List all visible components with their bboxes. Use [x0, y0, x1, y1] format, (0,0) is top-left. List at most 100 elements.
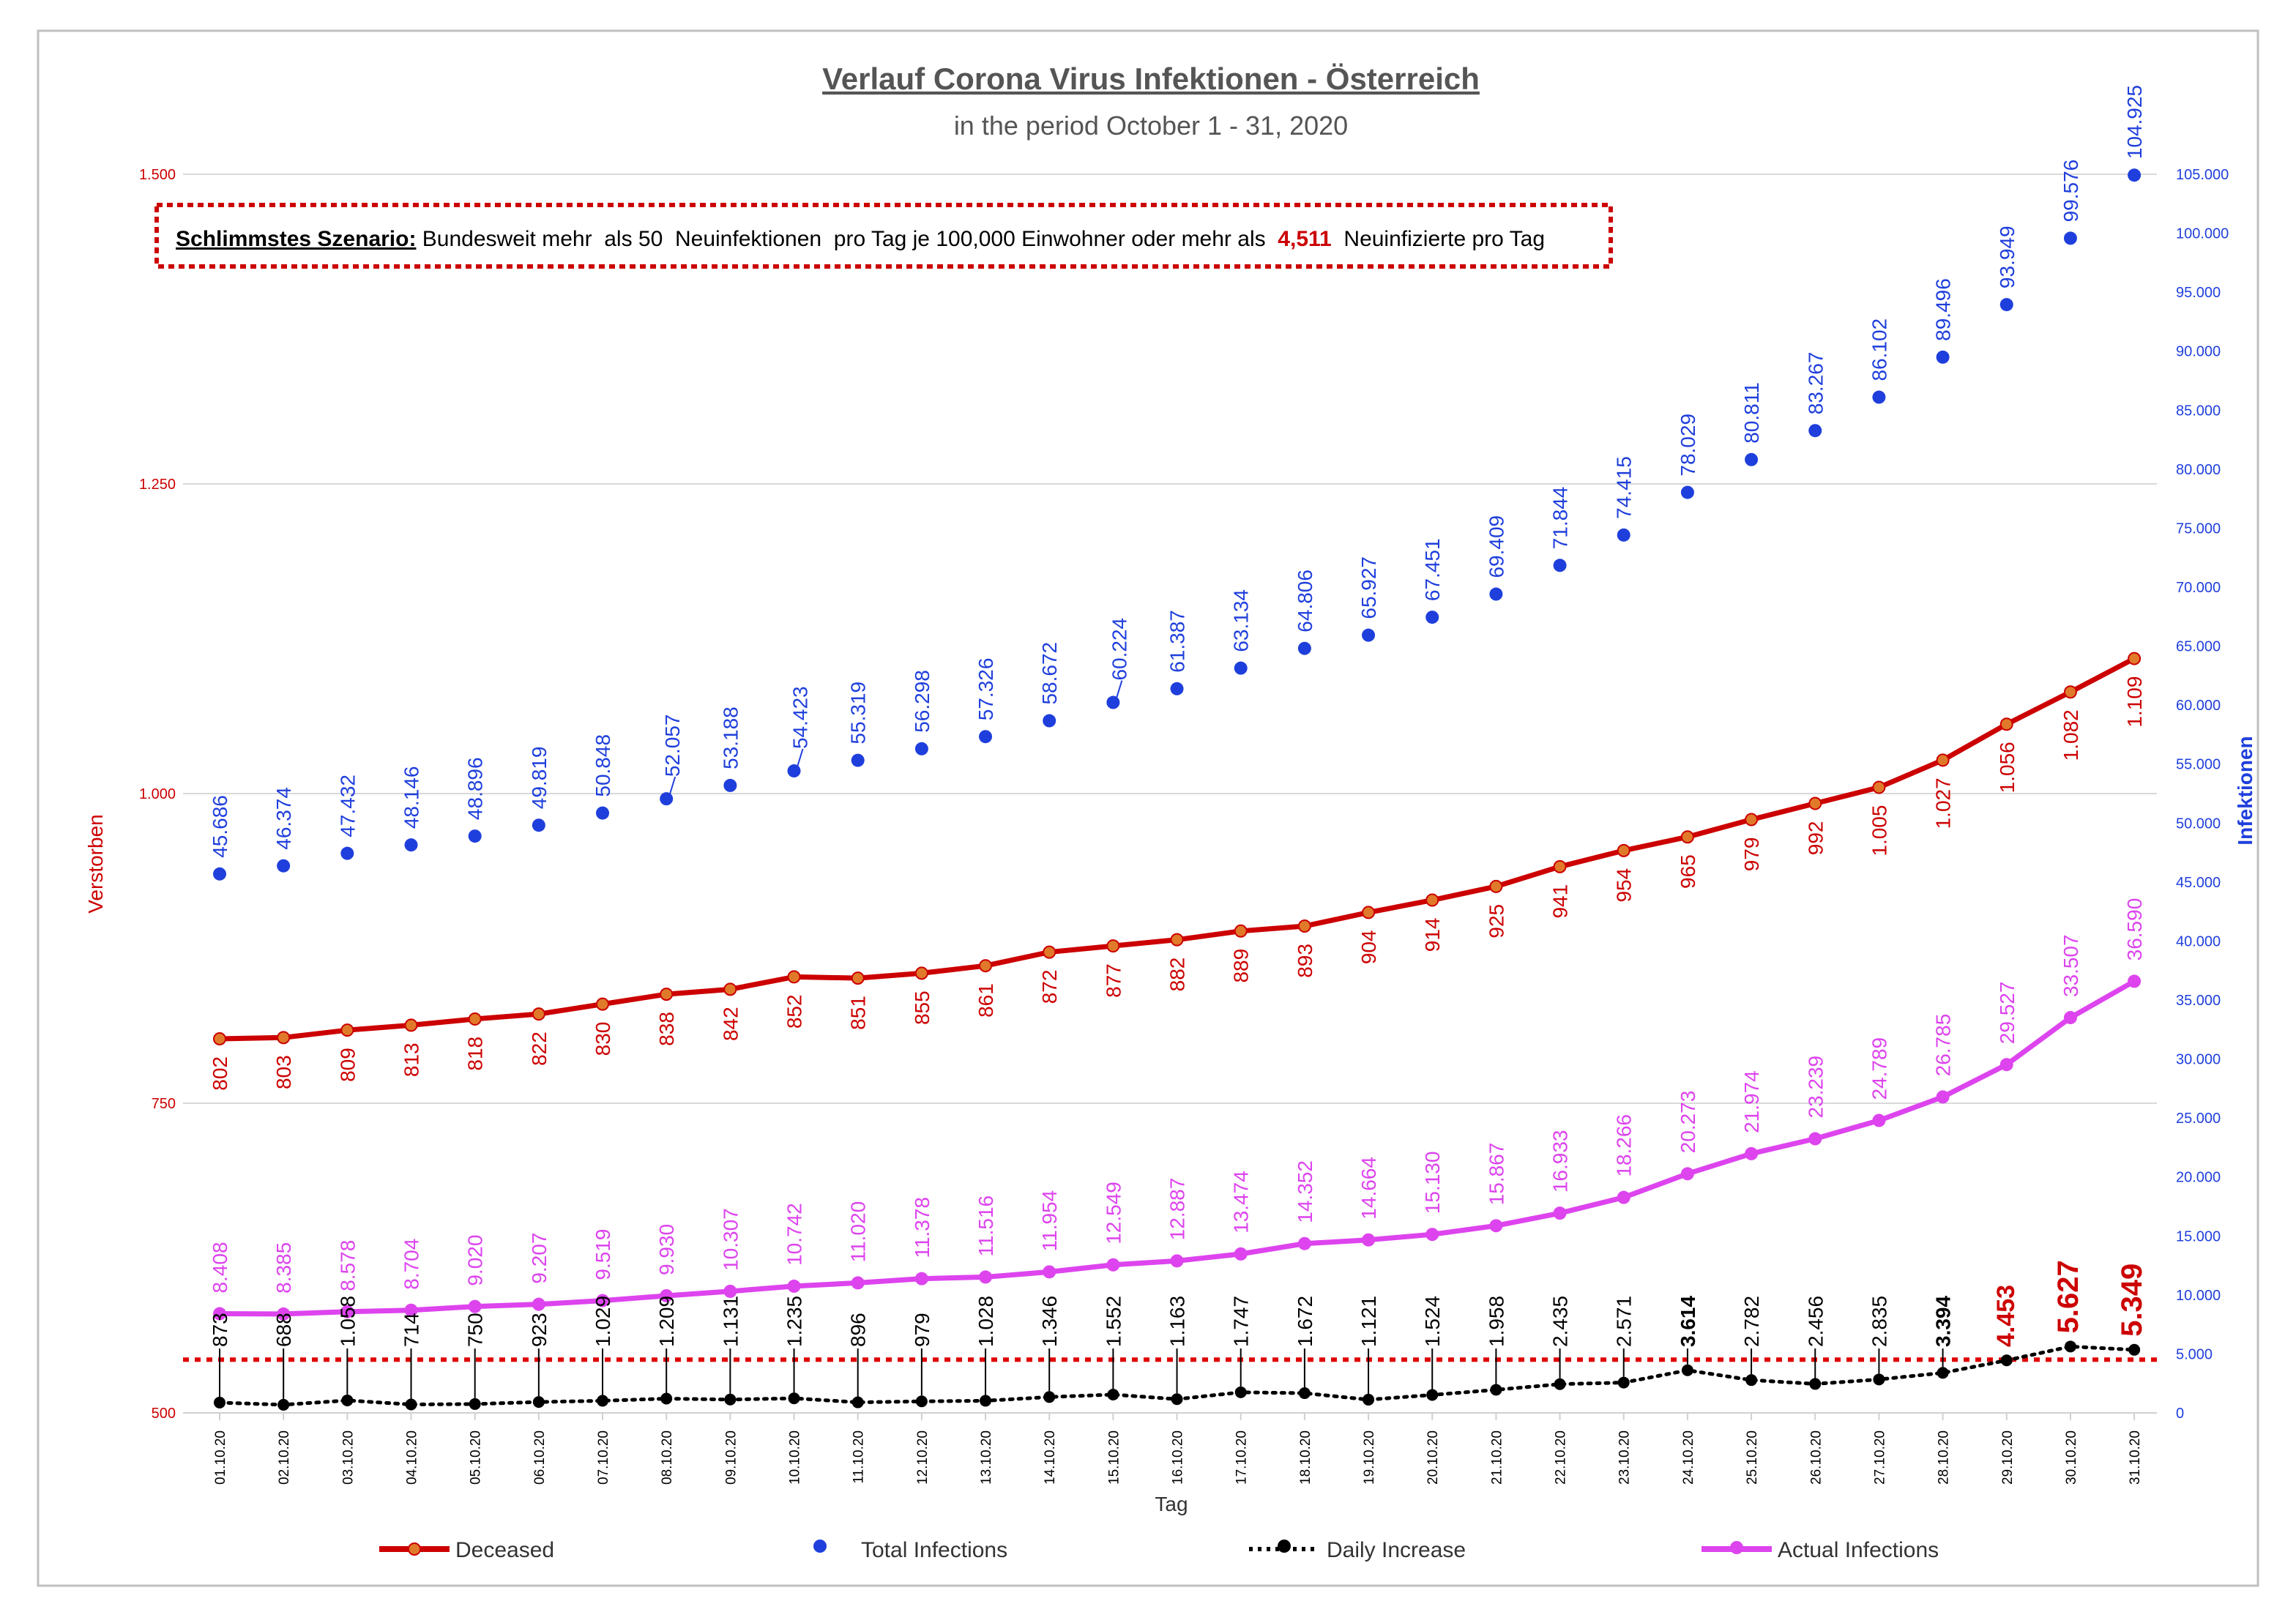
point-actual	[1234, 1247, 1248, 1261]
data-label-actual: 11.954	[1038, 1190, 1061, 1252]
data-label-actual: 29.527	[1996, 982, 2019, 1045]
point-actual	[787, 1279, 801, 1293]
data-label-total: 50.848	[592, 734, 614, 797]
data-label-deceased: 992	[1804, 821, 1827, 856]
leader-total	[1115, 680, 1123, 700]
point-total	[1425, 611, 1439, 624]
point-actual	[660, 1288, 674, 1302]
legend: Deceased Total Infections Daily Increase…	[379, 1538, 1939, 1562]
point-daily	[660, 1392, 673, 1405]
data-label-deceased: 1.027	[1932, 777, 1955, 829]
point-deceased	[532, 1007, 545, 1021]
point-actual	[1808, 1132, 1822, 1146]
point-daily	[1681, 1364, 1693, 1376]
data-label-deceased: 861	[974, 983, 997, 1018]
point-total	[596, 806, 610, 820]
data-label-daily: 1.958	[1485, 1296, 1507, 1347]
point-total	[468, 829, 482, 843]
legend-label-actual: Actual Infections	[1778, 1538, 1939, 1562]
point-actual	[979, 1270, 993, 1284]
point-daily	[2128, 1343, 2141, 1356]
point-total	[213, 867, 226, 881]
x-tick-label: 04.10.20	[405, 1430, 420, 1485]
point-actual	[532, 1297, 545, 1311]
point-actual	[1745, 1146, 1759, 1160]
right-tick-label: 30.000	[2176, 1052, 2221, 1068]
data-label-deceased: 1.056	[1996, 742, 2019, 793]
left-tick-label: 750	[152, 1096, 176, 1112]
point-deceased	[404, 1018, 418, 1032]
data-label-daily: 1.121	[1357, 1296, 1380, 1347]
data-label-total: 67.451	[1421, 538, 1444, 601]
point-actual	[1043, 1265, 1056, 1279]
series-daily-increase: 873 688 1.058 714 750 923 1.029 1.209 1.131 1.235…	[209, 1260, 2148, 1411]
right-tick-label: 25.000	[2176, 1111, 2221, 1127]
x-tick-label: 21.10.20	[1489, 1430, 1505, 1485]
data-label-total: 47.432	[336, 775, 359, 837]
point-total	[1489, 587, 1503, 601]
data-label-total: 71.844	[1549, 487, 1572, 550]
x-tick-label: 23.10.20	[1617, 1430, 1633, 1485]
point-deceased	[1745, 813, 1759, 827]
point-actual	[2128, 974, 2142, 988]
leader-total	[668, 776, 676, 796]
right-tick-label: 20.000	[2176, 1170, 2221, 1186]
point-deceased	[979, 959, 993, 973]
data-label-actual: 10.307	[719, 1208, 742, 1271]
series-actual-infections: 8.408 8.385 8.578 8.704 9.020 9.207 9.519 9.930…	[209, 898, 2146, 1321]
point-deceased	[1808, 796, 1822, 810]
x-tick-label: 15.10.20	[1106, 1430, 1122, 1485]
scenario-text: Schlimmstes Szenario: Bundesweit mehr al…	[176, 227, 1545, 251]
point-total	[1106, 695, 1120, 709]
data-label-actual: 36.590	[2123, 898, 2146, 961]
x-tick-label: 13.10.20	[979, 1430, 994, 1485]
right-tick-label: 55.000	[2176, 757, 2221, 773]
point-daily	[469, 1398, 481, 1410]
point-daily	[1937, 1367, 1949, 1379]
data-label-total: 63.134	[1230, 589, 1253, 652]
right-tick-label: 60.000	[2176, 698, 2221, 714]
right-tick-label: 95.000	[2176, 285, 2221, 301]
point-daily	[1107, 1388, 1119, 1400]
point-total	[2128, 168, 2142, 182]
legend-marker-deceased	[408, 1542, 421, 1556]
data-label-daily: 750	[464, 1313, 487, 1347]
right-tick-label: 85.000	[2176, 403, 2221, 419]
data-label-daily: 896	[847, 1313, 870, 1347]
left-tick-label: 1.250	[139, 477, 176, 493]
data-label-daily: 1.163	[1166, 1296, 1189, 1347]
outer-frame	[37, 29, 2259, 1587]
point-daily	[1809, 1378, 1822, 1390]
data-label-daily: 1.058	[336, 1296, 359, 1347]
right-tick-label: 70.000	[2176, 580, 2221, 596]
left-axis: 500 750 1.000 1.250 1.500	[139, 167, 176, 1422]
legend-marker-daily	[1278, 1540, 1291, 1553]
leader-total	[796, 748, 804, 769]
data-label-deceased: 822	[528, 1031, 551, 1066]
data-label-daily: 1.029	[592, 1296, 614, 1347]
data-label-deceased: 872	[1038, 970, 1061, 1004]
x-tick-label: 09.10.20	[723, 1430, 739, 1485]
point-daily	[1043, 1391, 1056, 1403]
data-label-deceased: 889	[1230, 949, 1253, 983]
point-total	[1043, 714, 1056, 728]
data-label-daily: 1.747	[1230, 1296, 1253, 1347]
data-label-deceased: 1.005	[1868, 805, 1890, 857]
point-deceased	[1234, 924, 1248, 938]
data-label-daily: 1.028	[974, 1296, 997, 1347]
x-axis-label: Tag	[1155, 1493, 1188, 1515]
point-actual	[1489, 1219, 1503, 1233]
data-label-daily: 1.552	[1102, 1296, 1125, 1347]
legend-item-deceased: Deceased	[379, 1538, 554, 1562]
data-label-actual: 9.930	[655, 1224, 678, 1275]
point-deceased	[1362, 906, 1376, 919]
point-deceased	[1297, 919, 1311, 933]
point-daily	[405, 1398, 417, 1411]
point-total	[1617, 528, 1630, 542]
data-label-daily: 5.627	[2052, 1260, 2084, 1333]
data-label-deceased: 925	[1485, 904, 1507, 939]
point-deceased	[213, 1032, 226, 1046]
x-tick-label: 30.10.20	[2064, 1430, 2079, 1485]
point-deceased	[1936, 753, 1950, 767]
data-label-actual: 8.578	[336, 1240, 359, 1291]
